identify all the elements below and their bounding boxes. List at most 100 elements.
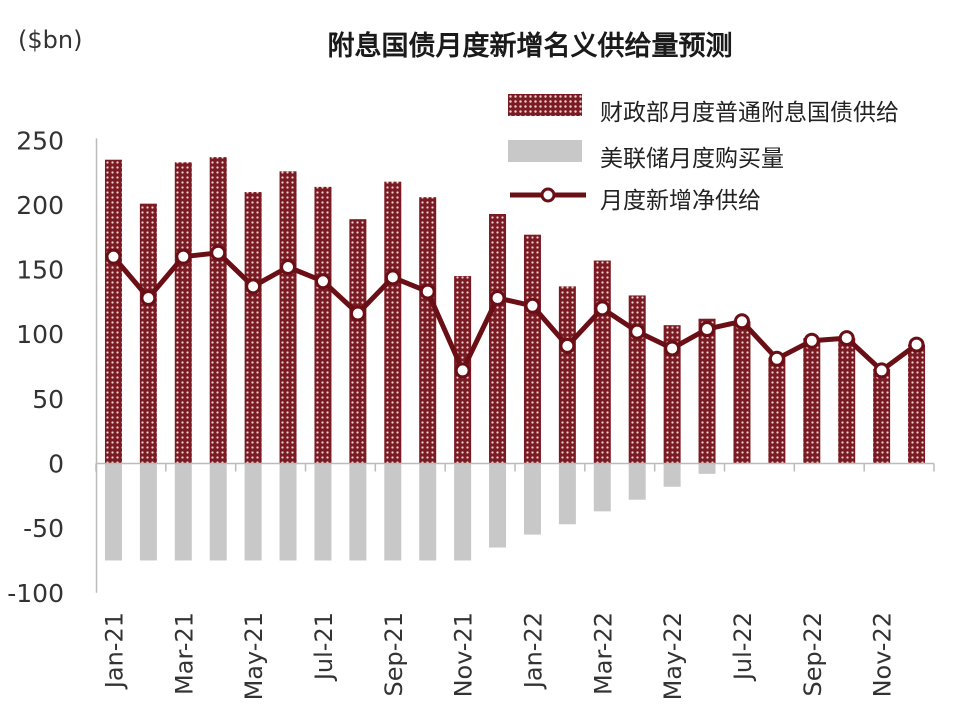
x-tick-label: Jul-22 bbox=[729, 612, 757, 682]
axes bbox=[95, 138, 935, 593]
y-tick-label: 100 bbox=[16, 320, 64, 349]
net-supply-point bbox=[280, 259, 297, 276]
x-tick-label: May-21 bbox=[240, 612, 268, 700]
fed-bar bbox=[558, 463, 576, 525]
fed-bar bbox=[279, 463, 297, 561]
fed-bar bbox=[174, 463, 192, 561]
net-supply-point bbox=[803, 332, 820, 349]
legend-label-fed: 美联储月度购买量 bbox=[600, 146, 784, 172]
fed-bar bbox=[209, 463, 227, 561]
net-supply-point bbox=[140, 290, 157, 307]
net-supply-point bbox=[768, 350, 785, 367]
fed-bar bbox=[419, 463, 437, 561]
supply-bar bbox=[314, 186, 332, 464]
net-supply-point bbox=[594, 300, 611, 317]
y-tick-label: 250 bbox=[16, 126, 64, 155]
x-tick-label: Jan-21 bbox=[100, 612, 128, 690]
supply-bar bbox=[174, 162, 192, 464]
net-supply-polyline bbox=[111, 250, 918, 373]
fed-bar bbox=[139, 463, 157, 561]
net-supply-point bbox=[489, 290, 506, 307]
net-supply-point bbox=[210, 244, 227, 261]
y-axis-tick-labels: 250 200 150 100 50 0 -50 -100 bbox=[7, 126, 64, 607]
supply-bar bbox=[489, 214, 507, 464]
fed-bar bbox=[384, 463, 402, 561]
net-supply-point bbox=[314, 273, 331, 290]
y-tick-label: 50 bbox=[32, 385, 64, 414]
x-tick-label: Nov-22 bbox=[869, 612, 897, 697]
fed-bar bbox=[454, 463, 472, 561]
net-supply-point bbox=[838, 330, 855, 347]
unit-label: ($bn) bbox=[18, 26, 83, 54]
supply-bar bbox=[419, 197, 437, 464]
net-supply-line bbox=[105, 244, 925, 379]
fed-bar bbox=[314, 463, 332, 561]
net-supply-point bbox=[524, 297, 541, 314]
supply-bar bbox=[908, 344, 926, 464]
net-supply-point bbox=[454, 362, 471, 379]
net-supply-point bbox=[664, 340, 681, 357]
supply-bar bbox=[733, 321, 751, 464]
supply-bar bbox=[558, 286, 576, 464]
net-supply-point bbox=[175, 248, 192, 265]
x-tick-label: Sep-22 bbox=[799, 612, 827, 696]
chart-title: 附息国债月度新增名义供给量预测 bbox=[327, 31, 733, 62]
legend-swatch-net bbox=[510, 187, 586, 203]
net-supply-point bbox=[908, 336, 925, 353]
supply-bar bbox=[139, 203, 157, 464]
net-supply-point bbox=[419, 283, 436, 300]
supply-bar bbox=[279, 171, 297, 464]
x-tick-label: Sep-21 bbox=[380, 612, 408, 696]
x-tick-label: Mar-21 bbox=[170, 612, 198, 695]
x-axis-tick-labels: Jan-21 Mar-21 May-21 Jul-21 Sep-21 Nov-21 Jan-… bbox=[100, 612, 896, 700]
fed-bars bbox=[104, 463, 716, 561]
x-tick-label: May-22 bbox=[659, 612, 687, 700]
net-supply-point bbox=[699, 321, 716, 338]
supply-bar bbox=[803, 338, 821, 464]
supply-bar bbox=[768, 357, 786, 464]
supply-bar bbox=[384, 181, 402, 464]
legend-swatch-supply bbox=[508, 94, 582, 116]
supply-bar bbox=[349, 219, 367, 464]
net-supply-point bbox=[733, 313, 750, 330]
fed-bar bbox=[663, 463, 681, 487]
supply-bar bbox=[628, 295, 646, 464]
supply-bar bbox=[838, 338, 856, 464]
y-tick-label: -50 bbox=[23, 514, 64, 543]
legend-label-supply: 财政部月度普通附息国债供给 bbox=[600, 100, 899, 126]
x-tick-label: Nov-21 bbox=[450, 612, 478, 697]
net-supply-point bbox=[105, 248, 122, 265]
fed-bar bbox=[593, 463, 611, 512]
y-tick-label: -100 bbox=[7, 579, 64, 608]
net-supply-point bbox=[384, 269, 401, 286]
fed-bar bbox=[244, 463, 262, 561]
fed-bar bbox=[698, 463, 716, 474]
y-tick-label: 150 bbox=[16, 256, 64, 285]
x-tick-label: Mar-22 bbox=[589, 612, 617, 695]
supply-bar bbox=[698, 318, 716, 464]
fed-bar bbox=[628, 463, 646, 500]
supply-bar bbox=[209, 157, 227, 464]
supply-bar bbox=[104, 159, 122, 464]
fed-bar bbox=[104, 463, 122, 561]
x-tick-label: Jan-22 bbox=[519, 612, 547, 690]
fed-bar bbox=[489, 463, 507, 548]
supply-bar bbox=[244, 192, 262, 464]
legend-swatch-fed bbox=[508, 140, 582, 162]
supply-bar bbox=[593, 260, 611, 464]
supply-bars bbox=[104, 157, 926, 464]
net-supply-point bbox=[873, 362, 890, 379]
supply-bar bbox=[873, 369, 891, 464]
fed-bar bbox=[523, 463, 541, 535]
net-supply-point bbox=[559, 337, 576, 354]
fed-bar bbox=[349, 463, 367, 561]
x-tick-label: Jul-21 bbox=[310, 612, 338, 682]
net-supply-point bbox=[349, 305, 366, 322]
net-supply-point bbox=[629, 323, 646, 340]
y-tick-label: 200 bbox=[16, 191, 64, 220]
supply-bar bbox=[523, 234, 541, 464]
legend-label-net: 月度新增净供给 bbox=[600, 188, 761, 214]
supply-bar bbox=[663, 325, 681, 464]
y-tick-label: 0 bbox=[48, 450, 64, 479]
